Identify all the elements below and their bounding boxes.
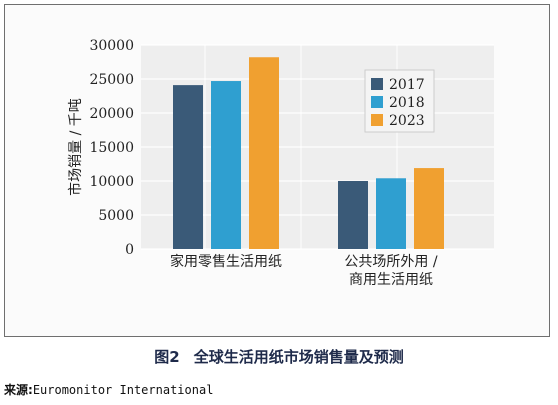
y-tick-label: 0: [125, 242, 134, 258]
legend-swatch: [371, 78, 383, 90]
bar-2018: [376, 178, 406, 249]
source-label: 来源:: [4, 383, 33, 397]
legend-label: 2018: [389, 95, 425, 111]
x-tick-label: 公共场所外用 /: [344, 254, 437, 270]
bar-2023: [249, 57, 279, 249]
legend-swatch: [371, 114, 383, 126]
legend-label: 2023: [389, 113, 425, 129]
legend-label: 2017: [389, 77, 425, 93]
y-tick-label: 20000: [89, 106, 134, 122]
figure-number: 图2: [154, 348, 180, 366]
y-tick-label: 30000: [89, 38, 134, 54]
bar-chart: 0 5000 10000 15000 20000 25000 30000 市场销量 / 千吨家…: [67, 38, 494, 288]
x-tick-label: 商用生活用纸: [349, 272, 433, 288]
bar-2017: [338, 181, 368, 249]
source-value: Euromonitor International: [32, 383, 214, 397]
figure-caption: 图2 全球生活用纸市场销售量及预测: [0, 346, 558, 367]
y-axis-label: 市场销量 / 千吨: [67, 98, 84, 196]
y-tick-label: 5000: [98, 208, 134, 224]
y-tick-label: 15000: [89, 140, 134, 156]
source-note: 来源:Euromonitor International: [4, 381, 213, 398]
y-tick-label: 25000: [89, 72, 134, 88]
legend-swatch: [371, 96, 383, 108]
bar-2018: [211, 81, 241, 249]
x-tick-label: 家用零售生活用纸: [170, 253, 282, 270]
bar-2023: [414, 168, 444, 249]
y-tick-label: 10000: [89, 174, 134, 190]
figure-title: 全球生活用纸市场销售量及预测: [193, 348, 404, 366]
bar-2017: [173, 85, 203, 250]
